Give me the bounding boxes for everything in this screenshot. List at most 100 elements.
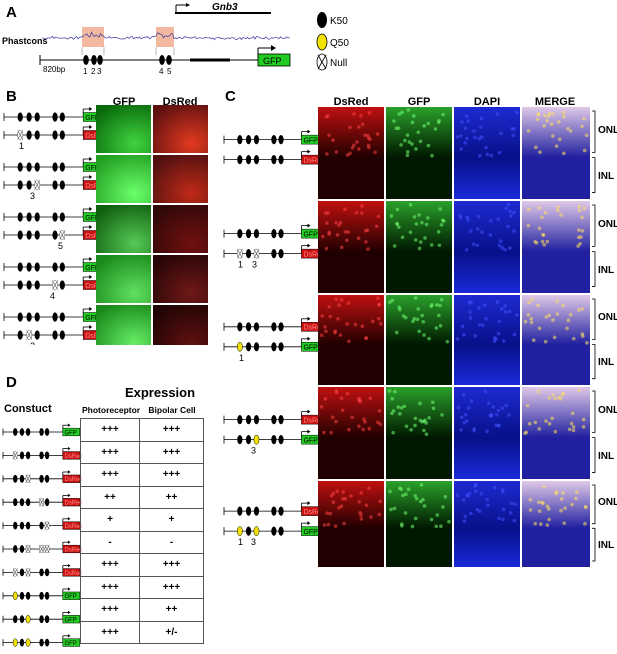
onl-label-2: ONL: [598, 219, 617, 230]
table-row: +++ +++: [80, 575, 204, 599]
panel-label-d: D: [6, 374, 17, 391]
bipolar-cell: +++: [139, 463, 204, 487]
conserved-region-2: [156, 27, 174, 47]
photoreceptor-cell: ++: [80, 485, 140, 509]
panel-c-mutation-5: 1: [238, 537, 243, 547]
gene-label: Gnb3: [212, 2, 238, 13]
q50-legend-icon: [316, 33, 328, 51]
svg-text:DsRed: DsRed: [303, 325, 325, 332]
panel-c-image-merge-2: [522, 201, 590, 293]
svg-text:GFP: GFP: [85, 315, 100, 322]
bipolar-cell: ++: [139, 598, 204, 622]
inl-label-2: INL: [598, 265, 614, 276]
photoreceptor-cell: +++: [80, 553, 140, 577]
phastcons-track: [41, 31, 290, 41]
inl-label-1: INL: [598, 171, 614, 182]
panel-b-gfp-image-3: [96, 205, 151, 253]
svg-text:DsRed: DsRed: [303, 157, 325, 164]
panel-c-mutation-4: 3: [251, 446, 256, 456]
svg-text:GFP: GFP: [85, 115, 100, 122]
svg-text:DsRed: DsRed: [85, 233, 107, 240]
photoreceptor-cell: -: [80, 530, 140, 554]
inl-label-5: INL: [598, 540, 614, 551]
conserved-region-1: [82, 27, 104, 47]
svg-text:DsRed: DsRed: [65, 571, 82, 577]
panel-c-mutation-1: 1: [238, 260, 243, 270]
table-row: +++ +++: [80, 440, 204, 464]
svg-text:GFP: GFP: [303, 231, 318, 238]
bipolar-cell: +++: [139, 575, 204, 599]
panel-c-header-dapi: DAPI: [473, 96, 501, 108]
svg-text:DsRed: DsRed: [85, 283, 107, 290]
svg-text:DsRed: DsRed: [303, 509, 325, 516]
inl-label-4: INL: [598, 451, 614, 462]
panel-b: GFP DsRed 1 GFP DsRed 3 GFP DsRed 5 GFP DsRed 4 GFP D…: [3, 105, 208, 345]
site-num-4: 4: [159, 67, 164, 76]
bipolar-cell: -: [139, 530, 204, 554]
panel-c-image-gfp-1: [386, 107, 452, 199]
svg-text:GFP: GFP: [303, 529, 318, 536]
table-row: --: [80, 530, 204, 554]
panel-b-mutation-2: 3: [30, 191, 35, 201]
panel-b-mutation-3: 5: [58, 241, 63, 251]
panel-c-mutation-6: 3: [251, 537, 256, 547]
svg-text:DsRed: DsRed: [303, 417, 325, 424]
table-row: +++ +/-: [80, 620, 204, 644]
panel-b-gfp-image-2: [96, 155, 151, 203]
site-num-5: 5: [167, 67, 172, 76]
panel-c-header-merge: MERGE: [534, 96, 576, 108]
svg-text:DsRed: DsRed: [65, 454, 82, 460]
panel-c-header-gfp: GFP: [407, 96, 431, 108]
site-1: [83, 55, 89, 65]
svg-text:GFP: GFP: [65, 430, 77, 436]
svg-text:DsRed: DsRed: [303, 251, 325, 258]
panel-c-mutation-2: 3: [252, 260, 257, 270]
onl-label-3: ONL: [598, 312, 617, 323]
svg-text:DsRed: DsRed: [65, 524, 82, 530]
table-row: +++ +++: [80, 463, 204, 487]
svg-text:DsRed: DsRed: [65, 501, 82, 507]
panel-b-mutation-5: 2: [30, 341, 35, 345]
panel-a-schematic: Gnb3 Phastcons 1 2 3 4 5 820bp GFP: [2, 2, 291, 76]
construct-4: DsRed: [2, 493, 82, 507]
photoreceptor-cell: +++: [80, 598, 140, 622]
bipolar-cell: ++: [139, 485, 204, 509]
panel-c-image-dsred-4: [318, 387, 384, 479]
legend-label-q50: Q50: [330, 38, 349, 49]
table-row: +++ +++: [80, 418, 204, 442]
table-row: +++ +++: [80, 553, 204, 577]
svg-text:DsRed: DsRed: [65, 477, 82, 483]
panel-c-image-merge-1: [522, 107, 590, 199]
site-num-2: 2: [91, 67, 96, 76]
reporter-label: GFP: [263, 56, 282, 66]
construct-2: DsRed: [2, 446, 82, 460]
construct-5: DsRed: [2, 517, 82, 530]
construct-6: DsRed: [2, 540, 82, 553]
bipolar-cell: +++: [139, 553, 204, 577]
svg-text:GFP: GFP: [303, 345, 318, 352]
panel-b-gfp-image-1: [96, 105, 151, 153]
panel-c-image-merge-5: [522, 481, 590, 567]
panel-b-dsred-image-2: [153, 155, 208, 203]
construct-8: GFP: [2, 587, 81, 600]
table-row: +++ ++: [80, 598, 204, 622]
photoreceptor-cell: +++: [80, 620, 140, 644]
svg-text:GFP: GFP: [85, 265, 100, 272]
onl-label-4: ONL: [598, 405, 617, 416]
svg-text:GFP: GFP: [85, 215, 100, 222]
scale-label: 820bp: [43, 65, 66, 74]
svg-text:DsRed: DsRed: [85, 183, 107, 190]
expression-title: Expression: [124, 385, 196, 400]
panel-b-mutation-1: 1: [19, 141, 24, 151]
legend-label-null: Null: [330, 58, 347, 69]
photoreceptor-cell: +: [80, 508, 140, 532]
k50-legend-icon: [317, 12, 327, 28]
bipolar-header: Bipolar Cell: [148, 405, 196, 415]
site-4: [159, 55, 165, 65]
svg-text:GFP: GFP: [65, 641, 77, 647]
bipolar-cell: +++: [139, 418, 204, 442]
construct-1: GFP: [2, 423, 81, 436]
panel-b-gfp-image-4: [96, 255, 151, 303]
gfp-reporter-box: [257, 53, 291, 67]
panel-c-image-gfp-5: [386, 481, 452, 567]
